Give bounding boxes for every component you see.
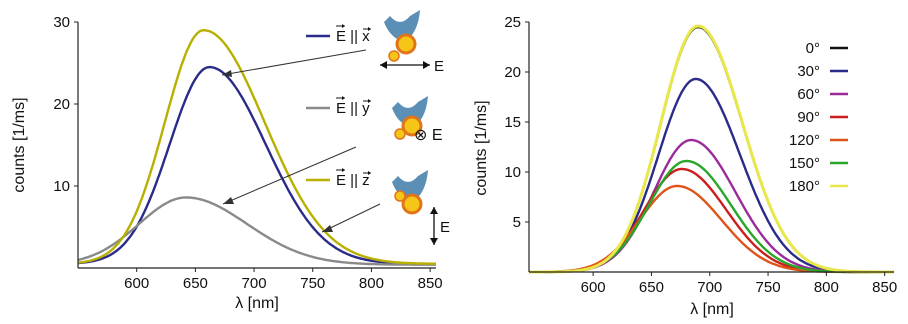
x-tick-label: 700 [697,279,722,296]
e-field-arrow-x: E [380,58,444,75]
vector-arrowhead-icon [342,96,345,100]
left-y-axis-label: counts [1/ms] [11,97,28,192]
pointer-y-head [223,197,234,204]
x-tick-label: 800 [814,279,839,296]
series-line-left-0 [77,65,436,265]
vector-arrowhead-icon [368,27,371,31]
left-legend: E || x E || y E || z [306,24,371,189]
x-tick-label: 750 [300,275,325,292]
x-tick-label: 750 [756,279,781,296]
molecule-icon-z [392,170,428,215]
right-chart: 600 650 700 750 800 850 5 10 15 20 25 λ [nm] count… [473,14,897,318]
y-tick-label: 25 [504,14,521,31]
legend-label-angle: 90° [797,109,820,126]
e-field-label-y: ⊗ E [414,127,443,144]
y-tick-label: 30 [53,14,70,31]
right-legend: 0° 30° 60° 90° 120° 150° 180° [789,40,848,195]
y-tick-label: 10 [53,178,70,195]
series-line-right-2 [529,138,894,274]
x-tick-label: 600 [581,279,606,296]
e-field-arrow-z: E [430,207,450,245]
vector-arrowhead-icon [368,99,371,103]
series-line-right-1 [529,77,894,274]
series-line-left-1 [77,196,436,266]
legend-label-angle: 0° [806,40,820,57]
e-field-label-z: E [440,219,450,236]
legend-label-angle: 120° [789,132,820,149]
pointer-x [221,49,367,76]
pointer-z [321,203,381,233]
vector-arrowhead-icon [342,168,345,172]
y-tick-label: 10 [504,164,521,181]
left-x-axis-label: λ [nm] [235,295,279,312]
right-x-axis-label: λ [nm] [690,301,734,318]
legend-label-z: E || z [336,172,370,189]
pointer-x-head [222,70,232,77]
legend-label-angle: 150° [789,155,820,172]
right-series-group [529,24,894,274]
annotation-pointers [221,49,381,233]
right-tick-group: 600 650 700 750 800 850 5 10 15 20 25 [504,14,897,296]
x-tick-label: 650 [183,275,208,292]
molecule-icon-y [392,96,428,140]
molecule-icon-x [384,10,420,62]
x-tick-label: 800 [359,275,384,292]
pointer-z-head [322,225,333,232]
legend-label-y: E || y [336,100,370,117]
legend-label-angle: 180° [789,178,820,195]
left-chart: 600 650 700 750 800 850 10 20 30 λ [nm] counts [… [11,10,450,312]
x-tick-label: 700 [242,275,267,292]
series-line-right-0 [529,25,894,274]
vector-arrowhead-icon [368,171,371,175]
x-tick-label: 600 [124,275,149,292]
series-line-right-4 [529,184,894,274]
x-tick-label: 850 [418,275,443,292]
y-tick-label: 15 [504,114,521,131]
vector-arrowhead-icon [342,24,345,28]
x-tick-label: 850 [872,279,897,296]
legend-label-angle: 30° [797,63,820,80]
series-line-right-5 [529,159,894,274]
y-tick-label: 20 [53,96,70,113]
left-tick-group: 600 650 700 750 800 850 10 20 30 [53,14,442,292]
legend-label-x: E || x [336,28,370,45]
legend-label-angle: 60° [797,86,820,103]
series-line-right-3 [529,167,894,274]
y-tick-label: 20 [504,64,521,81]
e-field-label-x: E [434,58,444,75]
pointer-y [222,146,357,205]
x-tick-label: 650 [639,279,664,296]
series-line-left-2 [77,28,436,265]
y-tick-label: 5 [513,214,521,231]
right-y-axis-label: counts [1/ms] [473,100,490,195]
left-series-group [77,28,436,266]
series-line-right-6 [529,24,894,274]
